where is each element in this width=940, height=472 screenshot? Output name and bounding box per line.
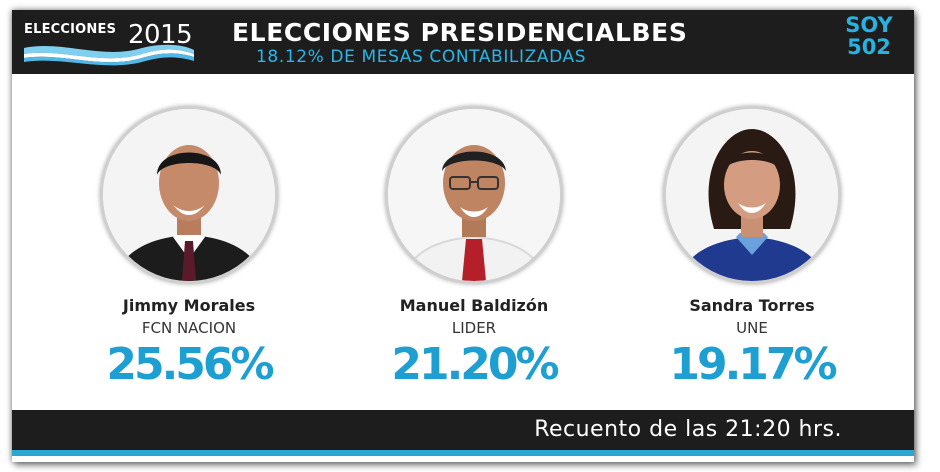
header-bar: ELECCIONES 2015 ELECCIONES PRESIDENCIALB… (12, 10, 914, 74)
candidate-card: Sandra Torres UNE 19.17% (632, 106, 872, 390)
logo-year: 2015 (128, 20, 193, 50)
candidate-photo (100, 106, 278, 284)
flag-wave-icon (24, 44, 194, 66)
candidate-party: FCN NACION (141, 319, 237, 337)
footer-accent-stripe (12, 450, 914, 456)
brand-line-2: 502 (847, 35, 891, 59)
elecciones-2015-logo: ELECCIONES 2015 (22, 14, 197, 70)
candidate-percent: 25.56% (106, 339, 274, 390)
person-avatar-icon (666, 109, 838, 281)
candidate-card: Jimmy Morales FCN NACION 25.56% (69, 106, 309, 390)
logo-word: ELECCIONES (24, 22, 117, 37)
candidate-name: Jimmy Morales (122, 296, 256, 315)
candidate-party: UNE (736, 319, 768, 337)
candidate-photo (385, 106, 563, 284)
person-avatar-icon (103, 109, 275, 281)
candidate-percent: 21.20% (391, 339, 559, 390)
election-results-card: ELECCIONES 2015 ELECCIONES PRESIDENCIALB… (12, 10, 914, 462)
soy502-logo: SOY 502 (838, 14, 900, 68)
count-time-label: Recuento de las 21:20 hrs. (534, 417, 842, 442)
candidate-party: LIDER (451, 319, 497, 337)
brand-line-1: SOY (845, 13, 893, 37)
page-title: ELECCIONES PRESIDENCIALBES (232, 18, 688, 47)
candidate-photo (663, 106, 841, 284)
candidate-name: Sandra Torres (689, 296, 815, 315)
tally-subtitle: 18.12% DE MESAS CONTABILIZADAS (256, 47, 587, 67)
candidate-percent: 19.17% (669, 339, 837, 390)
candidate-card: Manuel Baldizón LIDER 21.20% (354, 106, 594, 390)
candidate-name: Manuel Baldizón (399, 296, 549, 315)
footer-bar: Recuento de las 21:20 hrs. (12, 410, 914, 450)
person-avatar-icon (388, 109, 560, 281)
